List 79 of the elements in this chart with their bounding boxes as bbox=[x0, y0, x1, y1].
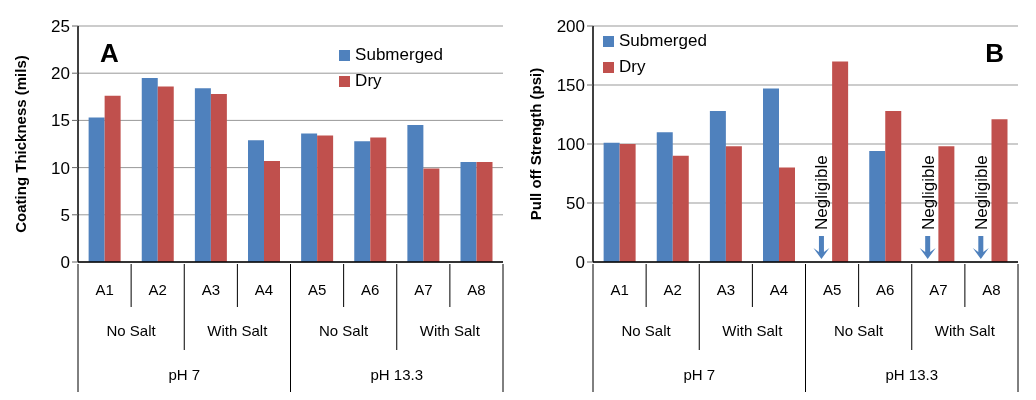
x-tick-label: A7 bbox=[414, 281, 433, 298]
text: A bbox=[100, 38, 119, 69]
text: No Salt bbox=[319, 322, 370, 339]
bar bbox=[301, 133, 318, 262]
bar bbox=[991, 119, 1008, 262]
annotation: Negligible bbox=[812, 155, 832, 230]
bar bbox=[603, 142, 620, 262]
text: pH 13.3 bbox=[885, 366, 939, 383]
x-tick-label: A5 bbox=[307, 281, 327, 298]
text: No Salt bbox=[834, 322, 885, 339]
bar bbox=[370, 137, 387, 262]
text: No Salt bbox=[106, 322, 157, 339]
x-tick-label: A2 bbox=[148, 281, 167, 298]
bar bbox=[885, 110, 902, 262]
bar bbox=[763, 88, 779, 262]
text: No Salt bbox=[621, 322, 672, 339]
legend-label: Dry bbox=[619, 56, 646, 78]
bar bbox=[476, 161, 493, 262]
annotation: Negligible bbox=[971, 155, 991, 230]
bar bbox=[779, 167, 795, 262]
x-tick-label: A5 bbox=[822, 281, 842, 298]
text: With Salt bbox=[207, 322, 269, 339]
x-tick-label: A6 bbox=[361, 281, 380, 298]
y-tick-label: 50 bbox=[566, 194, 585, 214]
y-tick-label: 5 bbox=[60, 205, 70, 225]
bar bbox=[194, 88, 211, 262]
bar bbox=[407, 125, 424, 262]
bar bbox=[672, 155, 689, 262]
text: With Salt bbox=[934, 322, 996, 339]
bar bbox=[264, 160, 280, 262]
text: With Salt bbox=[419, 322, 481, 339]
text: B bbox=[985, 38, 1004, 69]
bar bbox=[869, 151, 886, 262]
legend-label: Dry bbox=[355, 70, 382, 92]
y-tick-label: 150 bbox=[556, 76, 585, 96]
y-tick-label: 200 bbox=[556, 17, 585, 37]
bar bbox=[210, 93, 227, 262]
bar bbox=[157, 86, 174, 262]
bar bbox=[832, 61, 849, 262]
y-tick-label: 100 bbox=[556, 135, 585, 155]
x-tick-label: A4 bbox=[769, 281, 789, 298]
x-tick-label: A6 bbox=[876, 281, 895, 298]
bar bbox=[709, 110, 726, 262]
y-tick-label: 25 bbox=[51, 17, 70, 37]
x-tick-label: A8 bbox=[982, 281, 1001, 298]
bar bbox=[248, 140, 264, 262]
bar bbox=[317, 135, 334, 262]
bar bbox=[423, 168, 440, 262]
x-tick-label: A3 bbox=[201, 281, 220, 298]
bar bbox=[460, 161, 477, 262]
y-tick-label: 0 bbox=[60, 253, 70, 273]
bar bbox=[725, 146, 742, 262]
text: pH 7 bbox=[683, 366, 716, 383]
y-tick-label: 0 bbox=[575, 253, 585, 273]
text: pH 13.3 bbox=[370, 366, 424, 383]
bar bbox=[104, 95, 121, 262]
bar bbox=[141, 77, 158, 262]
x-tick-label: A7 bbox=[929, 281, 948, 298]
y-axis-title: Pull off Strength (psi) bbox=[527, 67, 545, 221]
x-tick-label: A1 bbox=[610, 281, 629, 298]
bar bbox=[938, 146, 955, 262]
annotation: Negligible bbox=[918, 155, 938, 230]
y-tick-label: 10 bbox=[51, 158, 70, 178]
bar bbox=[656, 132, 673, 262]
y-tick-label: 15 bbox=[51, 111, 70, 131]
y-tick-label: 20 bbox=[51, 64, 70, 84]
legend-label: Submerged bbox=[355, 44, 443, 66]
text: With Salt bbox=[722, 322, 784, 339]
x-tick-label: A8 bbox=[467, 281, 486, 298]
x-tick-label: A1 bbox=[95, 281, 114, 298]
bar bbox=[354, 141, 371, 262]
legend-label: Submerged bbox=[619, 30, 707, 52]
y-axis-title: Coating Thickness (mils) bbox=[12, 55, 30, 233]
text: pH 7 bbox=[168, 366, 201, 383]
bar bbox=[619, 144, 636, 262]
x-tick-label: A4 bbox=[254, 281, 274, 298]
bar bbox=[88, 117, 105, 262]
x-tick-label: A3 bbox=[716, 281, 735, 298]
x-tick-label: A2 bbox=[663, 281, 682, 298]
